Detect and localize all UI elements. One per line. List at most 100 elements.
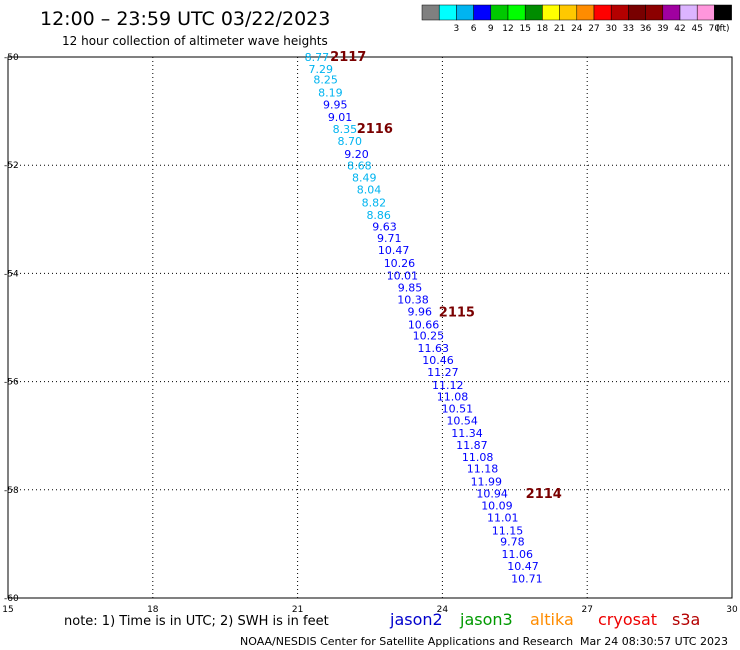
swh-value-label: 11.15	[492, 524, 524, 537]
swh-value-label: 11.01	[487, 511, 519, 524]
pass-number-label: 2117	[330, 50, 366, 65]
swh-value-label: 11.34	[451, 427, 483, 440]
footer-timestamp: Mar 24 08:30:57 UTC 2023	[580, 635, 728, 648]
color-legend: 3 6 9 12 15 18 21 24 27 30 33 36 39 42 45 70	[421, 4, 732, 34]
legend-swatch	[421, 4, 440, 21]
swh-value-label: 7.29	[309, 63, 334, 76]
legend-tick-label: 15	[519, 24, 530, 34]
satellite-name: cryosat	[598, 610, 657, 629]
swh-value-label: 10.66	[408, 318, 440, 331]
satellite-name: jason2	[389, 610, 443, 629]
swh-value-label: 9.85	[398, 281, 423, 294]
y-tick-label: -56	[4, 378, 19, 388]
x-tick-label: 30	[726, 605, 738, 615]
chart-title: 12:00 – 23:59 UTC 03/22/2023	[40, 8, 330, 30]
legend-tick-label: 33	[623, 24, 634, 34]
swh-values: 8.777.298.258.199.959.018.358.709.208.68…	[305, 51, 543, 586]
swh-value-label: 8.68	[347, 160, 372, 173]
swh-value-label: 8.19	[318, 87, 343, 100]
swh-value-label: 10.46	[422, 354, 454, 367]
legend-swatch	[473, 4, 492, 21]
swh-value-label: 8.86	[366, 209, 391, 222]
legend-unit: (ft)	[716, 24, 730, 34]
legend-tick-label: 3	[454, 24, 460, 34]
legend-swatch	[610, 4, 629, 21]
swh-value-label: 8.77	[305, 51, 330, 64]
legend-swatch	[456, 4, 474, 21]
legend-tick-label: 24	[571, 24, 583, 34]
legend-swatch	[662, 4, 681, 21]
legend-swatch	[696, 4, 715, 21]
swh-value-label: 11.08	[462, 451, 494, 464]
y-tick-label: -50	[4, 53, 19, 63]
satellite-name: s3a	[672, 610, 700, 629]
y-tick-label: -52	[4, 161, 19, 171]
legend-tick-label: 39	[657, 24, 669, 34]
swh-value-label: 8.82	[362, 197, 387, 210]
legend-tick-label: 45	[691, 24, 702, 34]
swh-value-label: 11.08	[437, 391, 469, 404]
footer-credit: NOAA/NESDIS Center for Satellite Applica…	[240, 635, 573, 648]
axis-tick-labels: 15 18 21 24 27 30 -50 -52 -54 -56 -58 -60	[2, 53, 738, 615]
legend-tick-label: 30	[605, 24, 617, 34]
units-note: note: 1) Time is in UTC; 2) SWH is in fe…	[64, 614, 329, 629]
chart-subtitle: 12 hour collection of altimeter wave hei…	[62, 34, 328, 48]
legend-swatch	[645, 4, 664, 21]
legend-tick-label: 27	[588, 24, 599, 34]
swh-value-label: 10.01	[387, 270, 419, 283]
swh-value-label: 8.70	[337, 135, 362, 148]
swh-value-label: 10.09	[481, 499, 513, 512]
legend-swatch	[438, 4, 457, 21]
swh-value-label: 11.27	[427, 366, 459, 379]
legend-tick-label: 18	[537, 24, 549, 34]
swh-value-label: 10.47	[378, 244, 410, 257]
swh-value-label: 11.87	[456, 439, 488, 452]
x-tick-label: 18	[147, 605, 159, 615]
plot-area	[7, 56, 733, 599]
swh-value-label: 9.96	[407, 305, 432, 318]
swh-value-label: 8.25	[313, 74, 338, 87]
swh-value-label: 9.95	[323, 99, 348, 112]
legend-swatch	[524, 4, 543, 21]
legend-swatch	[490, 4, 509, 21]
swh-value-label: 10.25	[413, 330, 445, 343]
x-tick-label: 24	[437, 605, 449, 615]
legend-tick-label: 70	[709, 24, 721, 34]
legend-swatch	[559, 4, 578, 21]
pass-number-label: 2116	[357, 122, 393, 137]
legend-tick-label: 12	[502, 24, 513, 34]
legend-tick-label: 36	[640, 24, 652, 34]
swh-value-label: 10.51	[442, 403, 474, 416]
legend-swatch	[576, 4, 595, 21]
legend-swatch	[679, 4, 698, 21]
swh-value-label: 10.94	[476, 488, 508, 501]
pass-number-label: 2114	[526, 487, 562, 502]
swh-value-label: 9.63	[372, 220, 397, 233]
legend-tick-label: 42	[674, 24, 685, 34]
pass-number-label: 2115	[439, 305, 475, 320]
swh-value-label: 10.26	[384, 257, 416, 270]
pass-labels: 2117 2116 2115 2114	[330, 50, 562, 502]
y-tick-label: -54	[4, 269, 19, 279]
swh-value-label: 11.06	[501, 548, 533, 561]
swh-value-label: 10.54	[446, 415, 478, 428]
swh-value-label: 10.47	[507, 560, 539, 573]
satellite-name: jason3	[459, 610, 513, 629]
legend-swatch	[593, 4, 612, 21]
legend-swatch	[714, 4, 732, 21]
satellite-name: altika	[530, 610, 574, 629]
legend-swatch	[542, 4, 560, 21]
swh-value-label: 9.01	[328, 111, 353, 124]
satellite-legend: jason2 jason3 altika cryosat s3a	[389, 610, 700, 629]
x-tick-label: 21	[292, 605, 303, 615]
legend-tick-label: 9	[488, 24, 494, 34]
y-tick-label: -60	[4, 594, 19, 604]
swh-value-label: 10.71	[511, 573, 543, 586]
swh-value-label: 11.63	[417, 342, 449, 355]
swh-value-label: 9.20	[344, 148, 369, 161]
swh-value-label: 8.35	[333, 123, 358, 136]
x-tick-label: 15	[2, 605, 13, 615]
swh-value-label: 9.71	[377, 232, 402, 245]
legend-tick-label: 21	[554, 24, 565, 34]
